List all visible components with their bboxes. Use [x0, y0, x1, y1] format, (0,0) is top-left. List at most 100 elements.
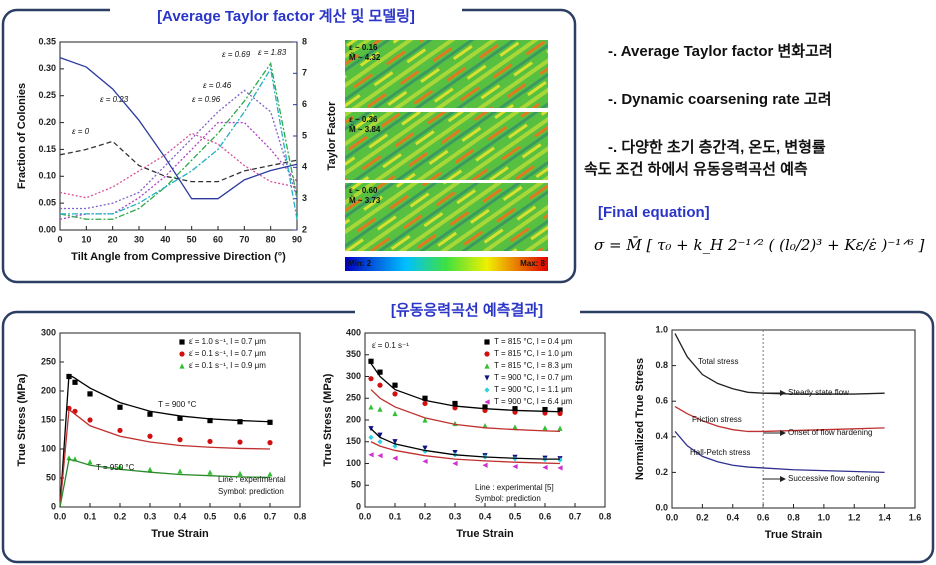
x-tick-label: 0.6	[539, 511, 552, 521]
data-point	[422, 417, 428, 423]
data-line	[674, 405, 885, 433]
data-point	[66, 405, 72, 411]
data-point	[87, 459, 93, 465]
data-line	[370, 428, 560, 460]
data-point	[512, 424, 518, 430]
series-label: ε = 0.69	[222, 50, 251, 59]
data-point	[368, 452, 374, 458]
y-tick-label: 0.20	[38, 117, 56, 127]
note: -. 다양한 초기 층간격, 온도, 변형률	[608, 138, 826, 156]
heading: [유동응력곡선 예측결과]	[391, 301, 543, 319]
data-point	[422, 445, 428, 451]
y-tick-label: 150	[346, 436, 361, 446]
x-tick-label: 0.7	[569, 511, 582, 521]
data-point	[267, 440, 273, 446]
y-tick-label: 0.25	[38, 90, 56, 100]
x-tick-label: 0.6	[757, 512, 770, 522]
data-point	[87, 417, 93, 423]
annotation: Successive flow softening	[788, 474, 880, 483]
y-tick-label: 50	[46, 472, 56, 482]
data-point	[377, 369, 383, 375]
data-point	[542, 425, 548, 431]
note: -. Dynamic coarsening rate 고려	[608, 91, 832, 108]
y-tick-label: 0.2	[655, 467, 668, 477]
data-point	[117, 404, 123, 410]
data-point	[177, 437, 183, 443]
ebsd-image	[345, 183, 548, 251]
y-tick-label: 100	[41, 443, 56, 453]
heading-bg	[355, 300, 580, 322]
x-tick-label: 0.8	[787, 512, 800, 522]
series-label: ε = 1.83	[258, 48, 287, 57]
y-tick-label: 0.00	[38, 224, 56, 234]
legend-label: T = 900 °C, l = 0.7 μm	[494, 373, 573, 382]
plot-frame	[364, 332, 606, 508]
x-tick-label: 20	[108, 234, 118, 244]
heading: [Average Taylor factor 계산 및 모델링]	[157, 7, 415, 25]
data-point	[368, 434, 374, 440]
ebsd-label: ε ~ 0.36	[349, 115, 378, 124]
ebsd-label: ε ~ 0.16	[349, 43, 378, 52]
x-tick-label: 0.7	[264, 511, 277, 521]
data-line	[59, 132, 298, 199]
data-point	[422, 400, 428, 407]
y-tick-label: 50	[351, 480, 361, 490]
data-point	[147, 466, 153, 472]
y-tick-label: 0.8	[655, 360, 668, 370]
colorbar-max: Max: 8	[520, 259, 545, 268]
data-point	[542, 464, 548, 471]
data-point	[392, 382, 398, 388]
annotation: ε̇ = 0.1 s⁻¹	[372, 341, 409, 350]
data-point	[512, 463, 518, 470]
data-line	[674, 431, 885, 474]
y-axis-label: True Stress (MPa)	[322, 373, 334, 466]
data-point	[117, 427, 123, 434]
x-tick-label: 60	[213, 234, 223, 244]
y2-tick-label: 6	[302, 99, 307, 109]
data-line	[60, 89, 298, 210]
x-tick-label: 0.2	[696, 512, 709, 522]
data-line	[674, 333, 885, 395]
y-tick-label: 0.05	[38, 198, 56, 208]
data-line	[370, 389, 561, 432]
annotation: T = 950 °C	[96, 463, 135, 472]
annotation: Line : experimental	[218, 475, 286, 484]
legend-label: T = 815 °C, l = 8.3 μm	[494, 361, 573, 370]
data-point	[377, 382, 383, 388]
data-point	[392, 391, 398, 397]
x-tick-label: 70	[239, 234, 249, 244]
series-label: ε = 0	[72, 127, 90, 136]
data-point	[177, 415, 183, 421]
legend-marker	[484, 375, 490, 381]
y-axis-label: Normalized True Stress	[634, 358, 646, 480]
x-tick-label: 0.0	[359, 511, 372, 521]
y-tick-label: 250	[41, 356, 56, 366]
data-point	[377, 432, 383, 438]
x-tick-label: 80	[266, 234, 276, 244]
data-line	[370, 363, 561, 413]
legend-marker	[179, 363, 185, 369]
data-point	[452, 460, 458, 467]
data-point	[392, 410, 398, 417]
data-point	[117, 463, 123, 469]
data-line	[59, 121, 298, 220]
y-tick-label: 300	[41, 327, 56, 337]
x-tick-label: 10	[81, 234, 91, 244]
data-point	[368, 376, 374, 382]
legend-label: ε̇ = 0.1 s⁻¹, l = 0.9 μm	[189, 361, 266, 370]
data-point	[87, 391, 93, 397]
data-line	[59, 57, 298, 200]
x-tick-label: 1.6	[909, 512, 922, 522]
series-label: Friction stress	[692, 415, 742, 424]
ebsd-label: M̃ ~ 3.73	[349, 196, 381, 205]
x-tick-label: 50	[187, 234, 197, 244]
y2-tick-label: 7	[302, 68, 307, 78]
data-point	[452, 400, 458, 407]
annotation: T = 900 °C	[158, 400, 197, 409]
data-line	[60, 67, 298, 220]
x-tick-label: 1.4	[878, 512, 891, 522]
plot-frame	[59, 41, 298, 231]
x-tick-label: 0.1	[84, 511, 97, 521]
equation: σ = M̄ [ τ₀ + k_H 2⁻¹ᐟ² ( (l₀/2)³ + Kε/ε…	[594, 236, 924, 254]
legend-label: ε̇ = 1.0 s⁻¹, l = 0.7 μm	[189, 337, 266, 346]
